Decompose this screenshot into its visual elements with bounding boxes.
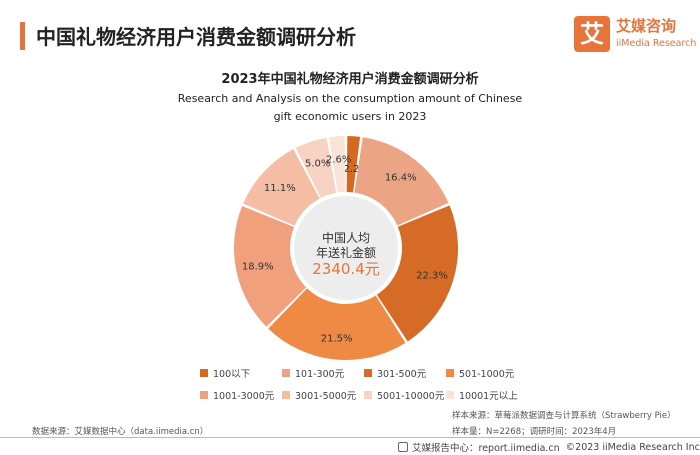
center-label-line-2: 年送礼金额 <box>315 246 376 260</box>
legend-swatch <box>446 369 454 377</box>
legend-label: 3001-5000元 <box>295 391 357 402</box>
footer: 艾媒报告中心：report.iimedia.cn ©2023 iiMedia R… <box>398 440 700 454</box>
legend-label: 101-300元 <box>295 369 345 380</box>
legend-swatch <box>446 391 454 399</box>
sample-size-note: 样本量：N=2268；调研时间：2023年4月 <box>452 427 617 437</box>
legend-label: 100以下 <box>213 369 251 380</box>
slice-label-3: 21.5% <box>321 334 353 345</box>
report-icon <box>398 442 408 452</box>
center-label-line-1: 中国人均 <box>321 231 370 245</box>
legend-label: 10001元以上 <box>459 391 518 402</box>
legend-item-6: 5001-10000元 <box>364 388 444 402</box>
logo-name-cn: 艾媒咨询 <box>616 17 677 35</box>
chart-subtitle-line-1: Research and Analysis on the consumption… <box>177 92 523 105</box>
legend-swatch <box>200 391 208 399</box>
legend-item-1: 101-300元 <box>282 366 344 380</box>
page-title: 中国礼物经济用户消费金额调研分析 <box>36 25 356 49</box>
slice-label-7: 2.6% <box>326 154 351 165</box>
logo-name-en: iiMedia Research <box>616 38 697 49</box>
center-value: 2340.4元 <box>312 260 380 278</box>
legend-label: 301-500元 <box>377 369 427 380</box>
legend-item-0: 100以下 <box>200 366 250 380</box>
legend-item-7: 10001元以上 <box>446 388 518 402</box>
slice-label-1: 16.4% <box>385 173 417 184</box>
logo-mark-icon: 艾 <box>574 16 610 52</box>
data-source-note: 数据来源：艾媒数据中心（data.iimedia.cn） <box>32 427 209 437</box>
slice-label-6: 5.0% <box>305 159 330 170</box>
legend-swatch <box>364 369 372 377</box>
slice-label-2: 22.3% <box>416 270 448 281</box>
title-accent-bar <box>20 22 25 50</box>
donut-slice-2 <box>376 205 458 342</box>
donut-slice-1 <box>354 137 449 226</box>
legend-swatch <box>282 391 290 399</box>
legend-swatch <box>282 369 290 377</box>
legend-label: 1001-3000元 <box>213 391 275 402</box>
sample-source-note: 样本来源：草莓派数据调查与计算系统（Strawberry Pie） <box>452 411 676 421</box>
legend-label: 5001-10000元 <box>377 391 445 402</box>
brand-logo: 艾 艾媒咨询 iiMedia Research <box>574 14 696 56</box>
slice-label-4: 18.9% <box>242 262 274 273</box>
donut-slice-7 <box>329 136 346 193</box>
donut-slice-6 <box>295 137 337 198</box>
legend-swatch <box>200 369 208 377</box>
footer-report-link[interactable]: 艾媒报告中心：report.iimedia.cn <box>412 443 560 454</box>
chart-title: 2023年中国礼物经济用户消费金额调研分析 <box>221 72 479 87</box>
legend-swatch <box>364 391 372 399</box>
chart-subtitle-line-2: gift economic users in 2023 <box>273 110 427 123</box>
legend-item-3: 501-1000元 <box>446 366 514 380</box>
slice-label-0: 2.2% <box>344 164 369 175</box>
legend-item-2: 301-500元 <box>364 366 426 380</box>
donut-slice-0 <box>346 136 361 193</box>
footer-divider <box>0 437 700 438</box>
legend-label: 501-1000元 <box>459 369 515 380</box>
donut-center-disc <box>294 196 398 300</box>
donut-slice-3 <box>268 288 406 360</box>
legend-item-5: 3001-5000元 <box>282 388 356 402</box>
footer-copyright: ©2023 iiMedia Research Inc <box>565 441 700 453</box>
donut-slice-4 <box>233 206 307 327</box>
donut-slice-5 <box>243 149 320 226</box>
legend-item-4: 1001-3000元 <box>200 388 274 402</box>
slice-label-5: 11.1% <box>264 183 296 194</box>
